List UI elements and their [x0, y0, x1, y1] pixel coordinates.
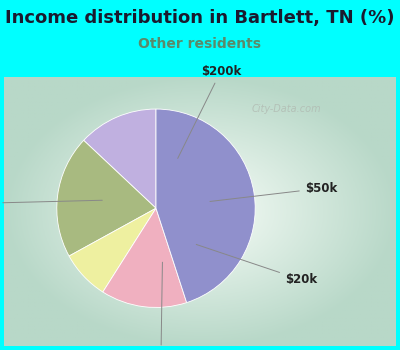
Wedge shape	[156, 109, 255, 303]
Wedge shape	[103, 208, 187, 307]
Text: $50k: $50k	[210, 182, 337, 202]
Text: Other residents: Other residents	[138, 37, 262, 51]
Wedge shape	[57, 140, 156, 256]
Wedge shape	[84, 109, 156, 208]
Text: City-Data.com: City-Data.com	[252, 104, 321, 114]
Text: $20k: $20k	[196, 244, 317, 286]
Wedge shape	[69, 208, 156, 292]
Text: $125k: $125k	[141, 262, 181, 350]
Text: Income distribution in Bartlett, TN (%): Income distribution in Bartlett, TN (%)	[5, 9, 395, 27]
Text: $60k: $60k	[0, 197, 102, 210]
Text: $200k: $200k	[178, 65, 241, 159]
